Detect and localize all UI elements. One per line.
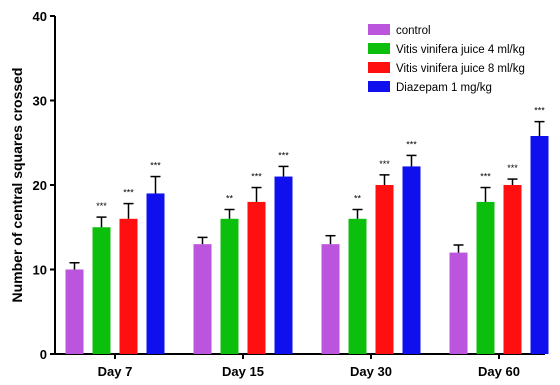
- y-axis-label: Number of central squares crossed: [9, 68, 25, 303]
- y-tick-label: 40: [33, 9, 47, 24]
- bar: [65, 269, 84, 354]
- legend-label: Vitis vinifera juice 8 ml/kg: [396, 63, 525, 75]
- legend-swatch: [368, 62, 390, 73]
- legend: control Vitis vinifera juice 4 ml/kg Vitis…: [368, 24, 525, 94]
- significance-label: ***: [123, 188, 134, 198]
- x-tick-label: Day 30: [350, 364, 392, 379]
- y-tick-label: 10: [33, 263, 47, 278]
- legend-label: Diazepam 1 mg/kg: [396, 82, 492, 94]
- legend-label: Vitis vinifera juice 4 ml/kg: [396, 44, 525, 56]
- bar: [503, 185, 522, 354]
- legend-swatch: [368, 43, 390, 54]
- bar: [92, 227, 111, 354]
- legend-label: control: [396, 25, 431, 37]
- bar: [193, 244, 212, 354]
- bar: [530, 135, 549, 354]
- bar: [375, 185, 394, 354]
- significance-label: ***: [480, 172, 491, 182]
- significance-label: **: [226, 194, 234, 204]
- significance-label: ***: [507, 163, 518, 173]
- bar: [220, 218, 239, 354]
- bar: [274, 176, 293, 354]
- x-tick-label: Day 15: [222, 364, 264, 379]
- significance-label: ***: [406, 139, 417, 149]
- x-tick-label: Day 7: [98, 364, 133, 379]
- significance-label: **: [354, 194, 362, 204]
- bar: [247, 201, 266, 354]
- significance-label: ***: [150, 161, 161, 171]
- significance-label: ***: [96, 201, 107, 211]
- significance-label: ***: [278, 150, 289, 160]
- significance-label: ***: [251, 172, 262, 182]
- bar: [476, 201, 495, 354]
- bar: [449, 252, 468, 354]
- y-tick-label: 0: [40, 347, 47, 362]
- bar: [119, 218, 138, 354]
- legend-swatch: [368, 81, 390, 92]
- x-tick-label: Day 60: [478, 364, 520, 379]
- bar: [321, 244, 340, 354]
- legend-swatch: [368, 24, 390, 35]
- y-tick-label: 30: [33, 94, 47, 109]
- bar: [146, 193, 165, 354]
- bar: [348, 218, 367, 354]
- bar: [402, 166, 421, 354]
- significance-label: ***: [379, 159, 390, 169]
- y-tick-label: 20: [33, 178, 47, 193]
- bars: **********************************: [65, 106, 549, 354]
- significance-label: ***: [534, 106, 545, 116]
